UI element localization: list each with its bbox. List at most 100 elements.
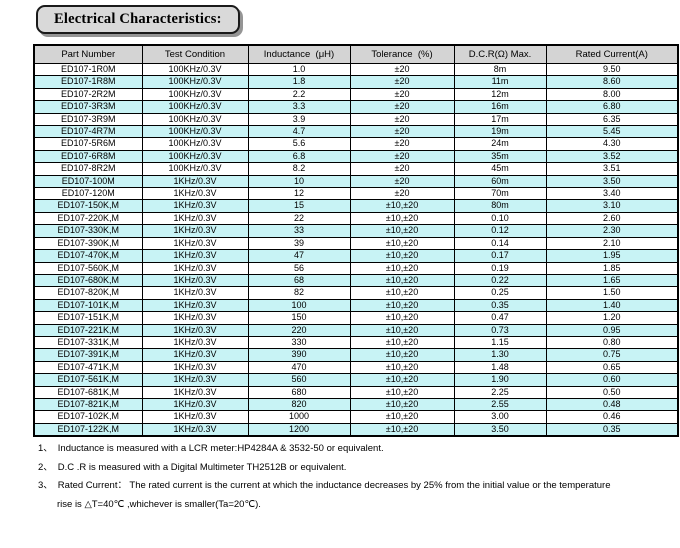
table-row: ED107-101K,M 1KHz/0.3V 100 ±10,±20 0.35 1.40 [33,298,679,313]
table-cell: 3.9 [247,112,351,127]
table-cell: 1200 [247,422,351,437]
table-cell: 8.00 [545,87,679,102]
table-cell: 19m [453,125,547,139]
table-cell: ±20 [349,137,455,151]
table-cell: ED107-151K,M [33,311,143,325]
table-cell: 1KHz/0.3V [141,236,249,251]
table-cell: 0.47 [453,311,547,325]
table-cell: 1.90 [453,373,547,387]
table-cell: 0.12 [453,224,547,238]
table-cell: 1KHz/0.3V [141,298,249,313]
table-cell: 2.30 [545,224,679,238]
table-cell: 820 [247,397,351,412]
table-cell: ±20 [349,187,455,201]
note-text: Rated Current： The rated current is the … [57,480,611,491]
table-cell: 1.65 [545,273,679,288]
table-cell: 1.20 [545,311,679,325]
table-cell: 35m [453,149,547,164]
table-cell: ±10,±20 [349,335,455,350]
table-cell: 1KHz/0.3V [141,249,249,263]
table-cell: 1KHz/0.3V [141,174,249,189]
table-cell: 0.17 [453,249,547,263]
note-continuation: rise is △T=40℃ ,whichever is smaller(Ta=… [57,499,611,511]
table-row: ED107-2R2M 100KHz/0.3V 2.2 ±20 12m 8.00 [33,87,679,102]
table-cell: 1KHz/0.3V [141,335,249,350]
table-cell: 1.95 [545,249,679,263]
table-cell: 220 [247,323,351,337]
table-cell: 1.85 [545,261,679,275]
table-cell: ±10,±20 [349,261,455,275]
table-cell: 1KHz/0.3V [141,224,249,238]
table-cell: ED107-561K,M [33,373,143,387]
table-cell: 3.52 [545,149,679,164]
table-cell: 68 [247,273,351,288]
table-cell: 100KHz/0.3V [141,112,249,127]
table-cell: 47 [247,249,351,263]
table-row: ED107-680K,M 1KHz/0.3V 68 ±10,±20 0.22 1.65 [33,273,679,288]
table-cell: ±20 [349,125,455,139]
table-cell: ±10,±20 [349,397,455,412]
table-cell: 2.2 [247,87,351,102]
note-line: 3、 Rated Current： The rated current is th… [38,480,611,492]
note-line: 1、 Inductance is measured with a LCR mete… [38,443,611,455]
note-number: 3、 [38,480,53,491]
electrical-characteristics-table: Part Number Test Condition Inductance (μH)… [33,44,679,438]
table-row: ED107-100M 1KHz/0.3V 10 ±20 60m 3.50 [33,174,679,189]
table-cell: 3.50 [545,174,679,189]
table-cell: ED107-1R8M [33,75,143,89]
table-cell: 100 [247,298,351,313]
table-cell: ED107-221K,M [33,323,143,337]
table-cell: ED107-471K,M [33,360,143,375]
table-cell: ED107-391K,M [33,348,143,362]
table-cell: 100KHz/0.3V [141,62,249,77]
table-cell: 1KHz/0.3V [141,323,249,337]
table-cell: 1KHz/0.3V [141,286,249,300]
table-cell: ED107-122K,M [33,422,143,437]
table-cell: 45m [453,162,547,176]
table-row: ED107-221K,M 1KHz/0.3V 220 ±10,±20 0.73 0.95 [33,323,679,337]
table-cell: 0.95 [545,323,679,337]
table-cell: ED107-120M [33,187,143,201]
table-cell: 100KHz/0.3V [141,75,249,89]
table-cell: ±10,±20 [349,385,455,399]
table-cell: ±10,±20 [349,323,455,337]
table-cell: ±10,±20 [349,348,455,362]
table-cell: ED107-390K,M [33,236,143,251]
table-cell: ED107-100M [33,174,143,189]
table-header-row: Part Number Test Condition Inductance (μH)… [33,44,679,64]
table-cell: 1KHz/0.3V [141,348,249,362]
table-row: ED107-3R9M 100KHz/0.3V 3.9 ±20 17m 6.35 [33,112,679,127]
table-cell: ±20 [349,87,455,102]
table-cell: 15 [247,199,351,213]
note-text: rise is △T=40℃ ,whichever is smaller(Ta=… [57,498,261,510]
table-row: ED107-471K,M 1KHz/0.3V 470 ±10,±20 1.48 0.65 [33,360,679,375]
table-cell: ED107-681K,M [33,385,143,399]
table-cell: 82 [247,286,351,300]
table-cell: 100KHz/0.3V [141,149,249,164]
table-cell: ED107-3R3M [33,100,143,114]
table-cell: 0.73 [453,323,547,337]
table-cell: 22 [247,211,351,226]
table-cell: 11m [453,75,547,89]
table-row: ED107-150K,M 1KHz/0.3V 15 ±10,±20 80m 3.10 [33,199,679,213]
table-cell: 1KHz/0.3V [141,385,249,399]
table-cell: 6.8 [247,149,351,164]
table-row: ED107-561K,M 1KHz/0.3V 560 ±10,±20 1.90 0.60 [33,373,679,387]
table-cell: 0.60 [545,373,679,387]
table-row: ED107-390K,M 1KHz/0.3V 39 ±10,±20 0.14 2.10 [33,236,679,251]
table-row: ED107-3R3M 100KHz/0.3V 3.3 ±20 16m 6.80 [33,100,679,114]
table-row: ED107-122K,M 1KHz/0.3V 1200 ±10,±20 3.50 0.35 [33,422,679,437]
table-cell: 100KHz/0.3V [141,162,249,176]
table-cell: 100KHz/0.3V [141,100,249,114]
table-cell: 0.80 [545,335,679,350]
table-cell: 0.46 [545,410,679,424]
table-cell: 4.30 [545,137,679,151]
table-cell: 0.65 [545,360,679,375]
section-title-box: Electrical Characteristics: [36,5,240,34]
table-cell: ED107-5R6M [33,137,143,151]
table-cell: 3.51 [545,162,679,176]
note-text: D.C .R is measured with a Digital Multim… [57,461,347,473]
table-body: ED107-1R0M 100KHz/0.3V 1.0 ±20 8m 9.50 ED107-1… [33,62,679,437]
column-header: Part Number [33,44,143,64]
table-cell: ED107-1R0M [33,62,143,77]
